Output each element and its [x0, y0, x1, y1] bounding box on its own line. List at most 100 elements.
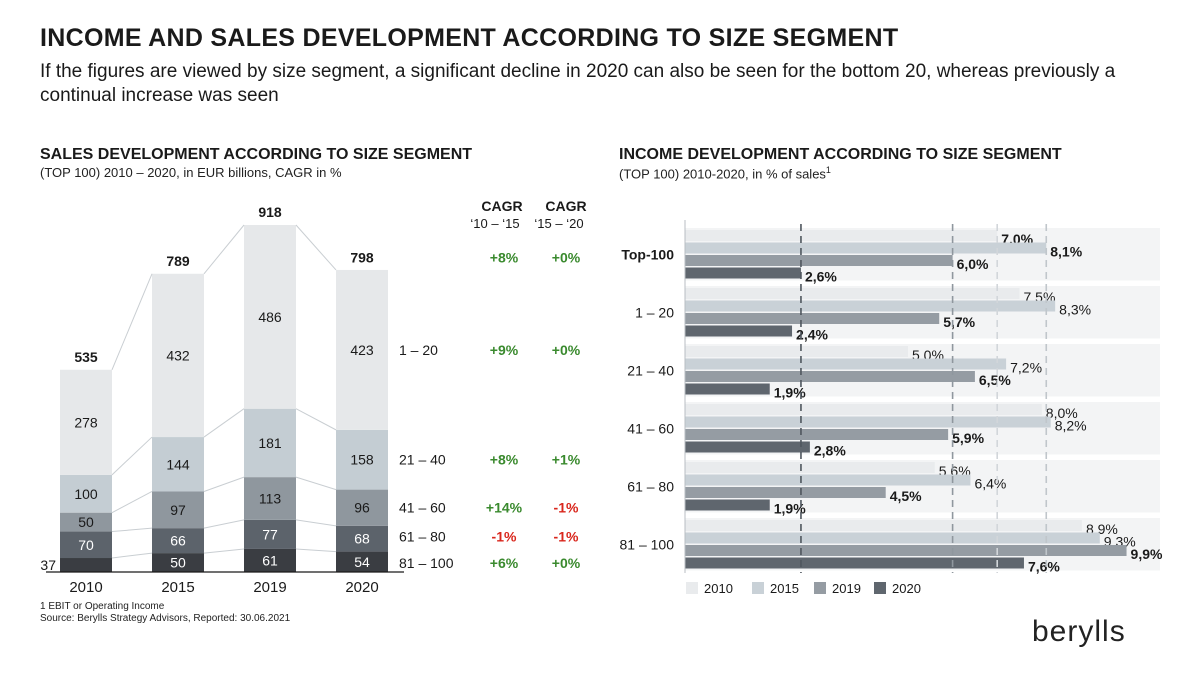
sales-segment-bar [244, 477, 296, 520]
income-chart: 7,0%8,1%6,0%2,6%Top-1007,5%8,3%5,7%2,4%1… [620, 220, 1163, 596]
sales-connector-line [111, 527, 153, 533]
sales-segment-value: 96 [354, 500, 370, 516]
sales-segment-value: 68 [354, 531, 370, 547]
footnote-line-2: Source: Berylls Strategy Advisors, Repor… [40, 613, 291, 624]
sales-connector-line [295, 519, 337, 527]
income-bar-label: 2,4% [796, 327, 828, 343]
income-bar [685, 416, 1051, 428]
sales-cagr-header-label: CAGR [545, 198, 586, 214]
page-subtitle: If the figures are viewed by size segmen… [40, 61, 1116, 106]
sales-connector-line [203, 476, 245, 492]
sales-segment-bar [244, 408, 296, 478]
income-bar-label: 1,9% [774, 385, 806, 401]
footnote-line-1: 1 EBIT or Operating Income [40, 601, 165, 612]
income-legend-swatch [814, 582, 826, 594]
sales-cagr-value: +1% [552, 452, 581, 468]
income-bar [685, 325, 793, 337]
sales-segment-bar [152, 553, 204, 572]
sales-segment-bar [152, 491, 204, 529]
income-bar [685, 230, 998, 241]
income-category-label: 61 – 80 [627, 478, 674, 494]
sales-segment-value: 97 [170, 502, 186, 518]
income-legend-label: 2010 [704, 581, 733, 596]
income-category-label: 81 – 100 [620, 536, 675, 552]
income-bar [685, 545, 1127, 556]
income-bar-label: 8,2% [1055, 418, 1087, 434]
sales-cagr-header-period: ‘15 – ‘20 [534, 216, 583, 231]
income-bar [685, 371, 975, 382]
income-bar-label: 5,9% [952, 430, 984, 446]
income-bar-label: 6,5% [979, 372, 1011, 388]
sales-segment-bar [244, 548, 296, 572]
income-bar [685, 404, 1042, 415]
sales-connector-line [203, 224, 245, 275]
income-bar-label: 6,0% [957, 256, 989, 272]
sales-segment-value: 423 [350, 342, 374, 358]
sales-segment-legend-label: 41 – 60 [399, 500, 446, 516]
sales-cagr-value: -1% [554, 500, 579, 516]
income-legend-label: 2020 [892, 581, 921, 596]
income-category-label: 1 – 20 [635, 304, 674, 320]
sales-segment-value: 50 [170, 555, 186, 571]
income-bar-label: 6,4% [974, 476, 1006, 492]
sales-segment-value: 158 [350, 452, 374, 468]
sales-segment-value: 100 [74, 486, 98, 502]
sales-segment-bar [152, 273, 204, 438]
sales-connector-line [111, 273, 153, 370]
sales-segment-value: 77 [262, 526, 278, 542]
income-bar [685, 499, 770, 511]
income-bar [685, 474, 971, 486]
sales-segment-bar [152, 437, 204, 492]
sales-cagr-value: +8% [490, 452, 519, 468]
sales-segment-bar [60, 531, 112, 559]
sales-segment-value: 432 [166, 347, 190, 363]
income-legend-swatch [686, 582, 698, 594]
income-category-label: Top-100 [621, 246, 674, 262]
income-chart-subtitle: (TOP 100) 2010-2020, in % of sales1 [619, 165, 831, 181]
income-legend-swatch [752, 582, 764, 594]
sales-segment-value: 54 [354, 554, 370, 570]
sales-cagr-value: +6% [490, 555, 519, 571]
sales-connector-line [295, 548, 337, 553]
sales-total-label: 798 [350, 249, 374, 265]
income-bar-label: 8,0% [1046, 405, 1078, 421]
sales-segment-bar [244, 224, 296, 409]
sales-total-label: 918 [258, 204, 282, 220]
income-bar-label: 7,6% [1028, 559, 1060, 575]
sales-segment-bar [336, 551, 388, 572]
income-bar-label: 8,1% [1050, 244, 1082, 260]
page-title: INCOME AND SALES DEVELOPMENT ACCORDING T… [40, 24, 899, 52]
income-bar [685, 532, 1100, 544]
sales-connector-line [203, 548, 245, 554]
sales-segment-value: 278 [74, 414, 98, 430]
sales-connector-line [203, 519, 245, 529]
income-bar [685, 288, 1020, 299]
sales-connector-line [203, 408, 245, 438]
sales-segment-legend-label: 81 – 100 [399, 555, 454, 571]
income-subtitle-footnote-mark: 1 [825, 165, 831, 175]
sales-segment-legend-label: 1 – 20 [399, 342, 438, 358]
income-bar-label: 7,2% [1010, 360, 1042, 376]
income-bar-label: 1,9% [774, 501, 806, 517]
income-legend-swatch [874, 582, 886, 594]
sales-cagr-header-period: ‘10 – ‘15 [470, 216, 519, 231]
income-bar [685, 557, 1024, 569]
income-bar [685, 346, 908, 357]
sales-category-label: 2020 [345, 579, 378, 596]
sales-segment-bar [244, 519, 296, 549]
income-bar [685, 520, 1082, 531]
sales-connector-line [111, 491, 153, 514]
income-bar [685, 267, 801, 279]
sales-total-label: 535 [74, 349, 98, 365]
income-bar-label: 9,9% [1131, 546, 1163, 562]
income-subtitle-text: (TOP 100) 2010-2020, in % of sales [619, 166, 826, 182]
sales-cagr-value: +14% [486, 500, 523, 516]
sales-cagr-value: -1% [492, 529, 517, 545]
income-category-label: 41 – 60 [627, 420, 674, 436]
sales-segment-value: 61 [262, 552, 278, 568]
sales-segment-value: 486 [258, 309, 282, 325]
sales-segment-value: 66 [170, 533, 186, 549]
sales-segment-value: 113 [259, 490, 282, 506]
footnote: 1 EBIT or Operating Income Source: Beryl… [40, 601, 290, 625]
sales-connector-line [111, 552, 153, 559]
